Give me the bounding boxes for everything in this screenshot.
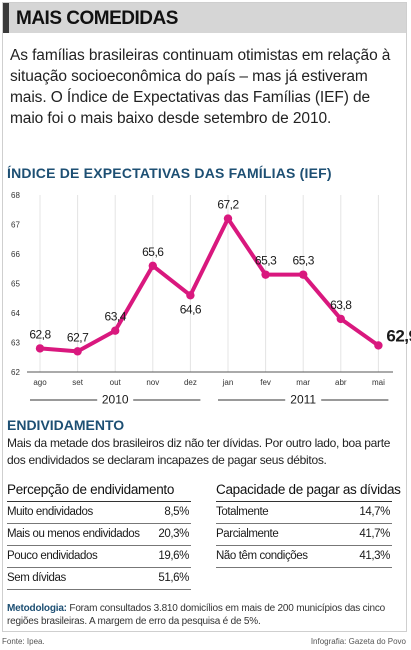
data-point — [148, 261, 157, 270]
data-label: 65,3 — [293, 254, 315, 268]
y-tick-label: 62 — [11, 368, 20, 377]
table-row: Sem dívidas 51,6% — [7, 568, 191, 590]
table-row: Mais ou menos endividados 20,3% — [7, 524, 191, 546]
y-tick-label: 63 — [11, 339, 20, 348]
data-label: 63,4 — [105, 310, 127, 324]
endividamento-title: ENDIVIDAMENTO — [7, 417, 125, 433]
data-label: 62,8 — [29, 327, 51, 341]
infographic-credit: Infografia: Gazeta do Povo — [310, 637, 406, 646]
data-point — [223, 214, 233, 223]
table-row: Muito endividados 8,5% — [7, 502, 191, 524]
table-row: Totalmente 14,7% — [216, 502, 392, 524]
row-value: 41,3% — [359, 550, 390, 562]
chart-title: ÍNDICE DE EXPECTATIVAS DAS FAMÍLIAS (IEF… — [7, 165, 332, 181]
data-point — [35, 344, 45, 353]
data-label: 62,7 — [67, 330, 89, 344]
data-label: 67,2 — [217, 198, 239, 212]
row-label: Sem dívidas — [7, 572, 66, 584]
data-point — [336, 314, 345, 324]
table-row: Não têm condições 41,3% — [216, 546, 392, 568]
x-tick-label: nov — [146, 378, 159, 387]
row-value: 8,5% — [164, 506, 189, 518]
table-row: Parcialmente 41,7% — [216, 524, 392, 546]
row-label: Totalmente — [216, 506, 269, 518]
capacidade-title: Capacidade de pagar as dívidas — [216, 482, 401, 502]
header-bar: MAIS COMEDIDAS — [3, 3, 406, 33]
row-label: Muito endividados — [7, 506, 93, 518]
row-label: Mais ou menos endividados — [7, 528, 140, 540]
data-point — [261, 270, 270, 279]
x-tick-label: set — [72, 378, 83, 387]
row-label: Não têm condições — [216, 550, 308, 562]
data-point — [299, 270, 308, 279]
x-tick-label: jan — [222, 378, 234, 387]
data-label: 65,3 — [255, 254, 277, 268]
row-value: 19,6% — [158, 550, 189, 562]
data-point — [186, 291, 195, 300]
methodology-text: Foram consultados 3.810 domicílios em ma… — [7, 603, 386, 627]
y-tick-label: 66 — [11, 250, 20, 259]
row-label: Pouco endividados — [7, 550, 98, 562]
data-point — [111, 326, 120, 335]
x-tick-label: out — [110, 378, 122, 387]
row-value: 20,3% — [158, 528, 189, 540]
percepcao-table: Percepção de endividamento Muito endivid… — [7, 482, 191, 590]
data-point — [73, 347, 82, 356]
y-tick-label: 65 — [11, 280, 20, 289]
x-tick-label: abr — [335, 378, 347, 387]
header-accent — [3, 3, 9, 33]
row-value: 14,7% — [359, 506, 390, 518]
series-line — [38, 216, 381, 354]
capacidade-table: Capacidade de pagar as dívidas Totalment… — [216, 482, 401, 568]
year-group-label: 2010 — [102, 393, 129, 407]
intro-text: As famílias brasileiras continuam otimis… — [10, 47, 391, 127]
row-label: Parcialmente — [216, 528, 279, 540]
percepcao-title: Percepção de endividamento — [7, 482, 191, 502]
data-point — [374, 341, 383, 350]
x-tick-label: fev — [260, 378, 271, 387]
row-value: 51,6% — [158, 572, 189, 584]
source-credit: Fonte: Ipea. — [2, 637, 45, 646]
y-tick-label: 68 — [11, 191, 20, 200]
x-tick-label: mai — [372, 378, 385, 387]
methodology-label: Metodologia: — [7, 603, 67, 614]
x-tick-label: mar — [296, 378, 310, 387]
endividamento-text: Mais da metade dos brasileiros diz não t… — [7, 436, 391, 467]
infographic-frame — [2, 2, 407, 632]
table-row: Pouco endividados 19,6% — [7, 546, 191, 568]
ief-line-chart: 62 63 64 65 66 67 68 ago set out nov dez jan fev mar ab… — [11, 191, 411, 407]
highlight-value-label: 62,9 — [386, 326, 411, 345]
year-group-label: 2011 — [290, 393, 316, 407]
y-tick-label: 67 — [11, 221, 20, 230]
methodology-note: Metodologia: Foram consultados 3.810 dom… — [7, 602, 403, 628]
data-label: 63,8 — [330, 298, 352, 312]
x-tick-label: dez — [184, 378, 197, 387]
data-label: 64,6 — [180, 302, 202, 316]
x-tick-label: ago — [33, 378, 47, 387]
plot-area — [27, 195, 393, 372]
page-title: MAIS COMEDIDAS — [16, 8, 178, 29]
data-label: 65,6 — [142, 245, 164, 259]
row-value: 41,7% — [359, 528, 390, 540]
y-tick-label: 64 — [11, 309, 20, 318]
